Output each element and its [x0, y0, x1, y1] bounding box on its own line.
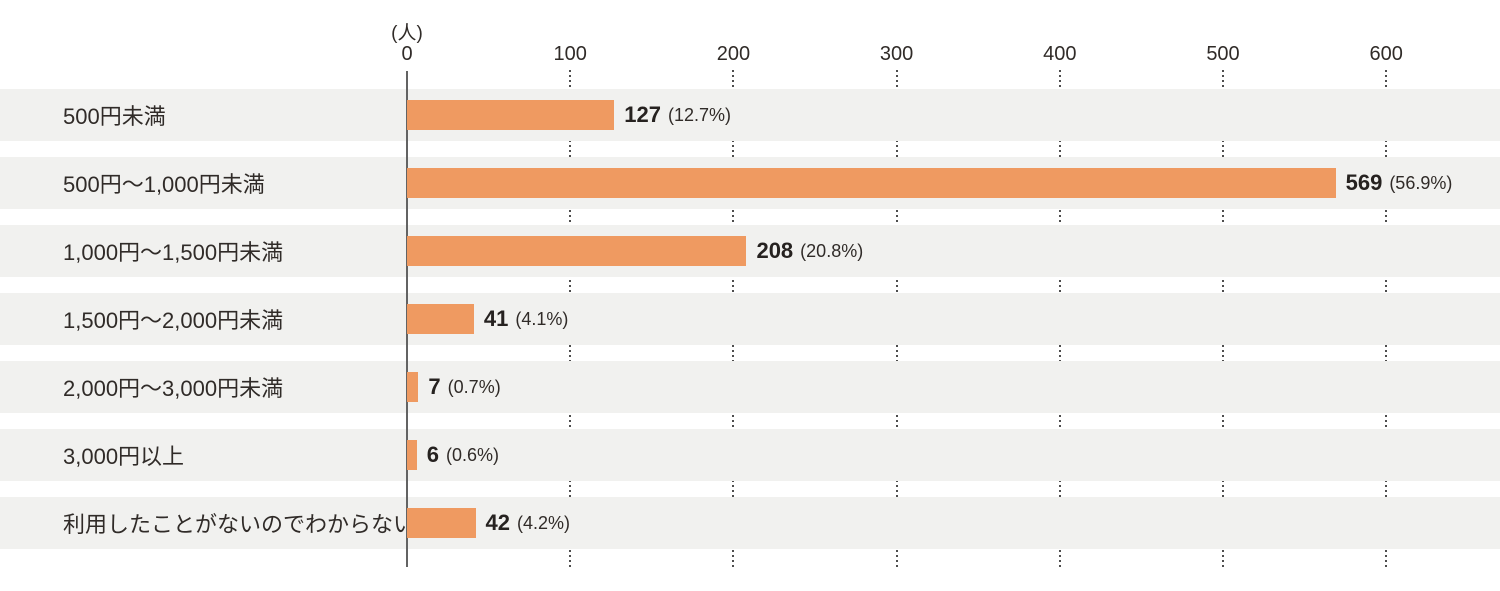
x-tick-label-0: 0: [401, 43, 413, 65]
x-tick-label-200: 200: [716, 43, 751, 65]
bar: [407, 508, 476, 538]
value-count: 208: [756, 238, 794, 263]
value-label: 6 (0.6%): [427, 429, 499, 481]
value-label: 42 (4.2%): [486, 497, 571, 549]
bar: [407, 100, 615, 130]
value-count: 41: [483, 306, 509, 331]
x-tick-label-300: 300: [879, 43, 914, 65]
bar: [407, 304, 474, 334]
row-band: [0, 89, 1500, 141]
axis-unit-label: (人): [391, 23, 423, 44]
row-band: [0, 293, 1500, 345]
value-label: 569 (56.9%): [1346, 157, 1453, 209]
value-percent: (4.2%): [517, 512, 571, 533]
category-label: 2,000円〜3,000円未満: [63, 376, 284, 401]
value-label: 7 (0.7%): [428, 361, 500, 413]
x-tick-label-100: 100: [553, 43, 587, 65]
value-label: 41 (4.1%): [484, 293, 569, 345]
bar: [407, 372, 419, 402]
value-percent: (0.7%): [447, 376, 501, 397]
bar: [407, 236, 747, 266]
value-percent: (0.6%): [446, 444, 500, 465]
value-count: 127: [624, 102, 661, 127]
x-tick-label-600: 600: [1369, 43, 1403, 65]
value-count: 7: [428, 374, 441, 399]
value-count: 569: [1345, 170, 1383, 195]
category-label: 1,500円〜2,000円未満: [63, 308, 284, 333]
bar: [407, 168, 1336, 198]
row-band: [0, 497, 1500, 549]
bar: [407, 440, 417, 470]
category-label: 利用したことがないのでわからない: [63, 512, 416, 537]
row-band: [0, 429, 1500, 481]
value-label: 208 (20.8%): [756, 225, 863, 277]
value-percent: (12.7%): [667, 104, 731, 125]
value-percent: (56.9%): [1389, 172, 1453, 193]
value-count: 6: [426, 442, 440, 467]
category-label: 3,000円以上: [63, 444, 185, 469]
category-label: 500円未満: [63, 104, 166, 129]
x-tick-label-400: 400: [1043, 43, 1077, 65]
value-label: 127 (12.7%): [624, 89, 731, 141]
category-label: 1,000円〜1,500円未満: [63, 240, 284, 265]
row-band: [0, 361, 1500, 413]
row-band: [0, 225, 1500, 277]
x-tick-label-500: 500: [1206, 43, 1240, 65]
category-label: 500円〜1,000円未満: [63, 172, 265, 197]
value-percent: (20.8%): [800, 240, 864, 261]
value-percent: (4.1%): [515, 308, 569, 329]
value-count: 42: [485, 510, 511, 535]
